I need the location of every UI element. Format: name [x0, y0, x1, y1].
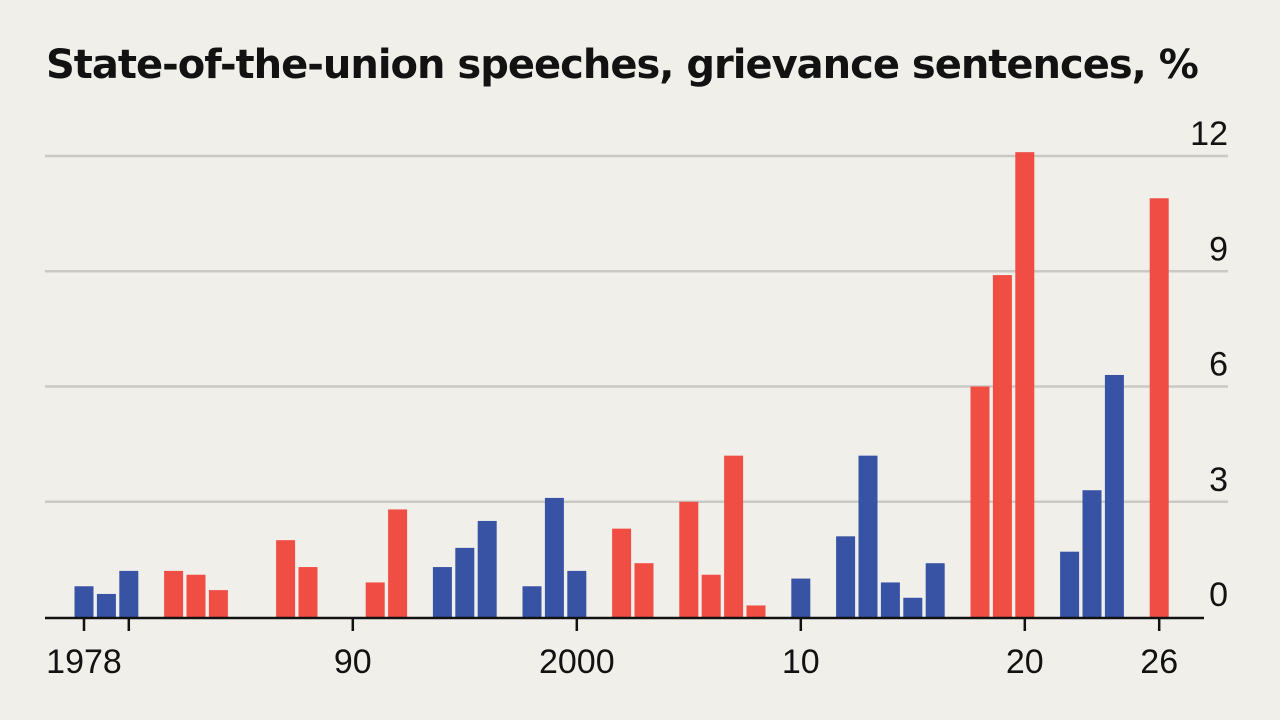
- bar-2008: [746, 605, 766, 617]
- bar-2012: [836, 536, 856, 617]
- y-tick-label: 3: [1209, 461, 1228, 499]
- bar-2013: [858, 455, 878, 617]
- bar-1980: [119, 570, 139, 617]
- bar-1982: [164, 570, 184, 617]
- bar-1978: [74, 586, 94, 617]
- bar-2022: [1060, 551, 1080, 617]
- bar-2019: [992, 275, 1012, 617]
- bar-2006: [701, 574, 721, 617]
- x-tick-label: 26: [1140, 643, 1178, 681]
- bar-1979: [96, 593, 116, 617]
- bar-2020: [1015, 152, 1035, 618]
- x-axis: [45, 616, 1204, 631]
- bars: [74, 152, 1169, 618]
- bar-2003: [634, 563, 654, 617]
- y-tick-label: 6: [1209, 346, 1228, 384]
- axis-labels: 0 3 6 9 12 1978 90 2000 10 20 26: [46, 115, 1228, 681]
- bar-2016: [925, 563, 945, 617]
- chart-title: State-of-the-union speeches, grievance s…: [46, 42, 1199, 88]
- bar-2024: [1104, 374, 1124, 617]
- y-tick-label: 12: [1190, 115, 1228, 153]
- bar-1991: [365, 582, 385, 617]
- bar-2000: [567, 570, 587, 617]
- bar-2005: [679, 501, 699, 617]
- bar-2023: [1082, 490, 1102, 617]
- bar-1988: [298, 567, 318, 617]
- bar-2026: [1149, 198, 1169, 617]
- bar-2002: [612, 528, 632, 617]
- x-tick-label: 1978: [46, 643, 122, 681]
- bar-2018: [970, 386, 990, 617]
- y-tick-label: 9: [1209, 230, 1228, 268]
- bar-1999: [544, 497, 564, 617]
- x-tick-label: 20: [1006, 643, 1044, 681]
- bar-1992: [388, 509, 408, 617]
- bar-2007: [724, 455, 744, 617]
- bar-1983: [186, 574, 206, 617]
- bar-1996: [477, 520, 497, 617]
- bar-1998: [522, 586, 542, 617]
- bar-1987: [276, 540, 296, 617]
- x-tick-label: 2000: [539, 643, 615, 681]
- bar-2014: [880, 582, 900, 617]
- bar-1994: [432, 567, 452, 617]
- bar-2015: [903, 597, 923, 617]
- x-tick-label: 90: [334, 643, 372, 681]
- bar-1995: [455, 547, 475, 617]
- gridlines: [45, 154, 1228, 503]
- y-tick-label: 0: [1209, 576, 1228, 614]
- x-tick-label: 10: [782, 643, 820, 681]
- bar-1984: [208, 590, 228, 617]
- bar-2010: [791, 578, 811, 617]
